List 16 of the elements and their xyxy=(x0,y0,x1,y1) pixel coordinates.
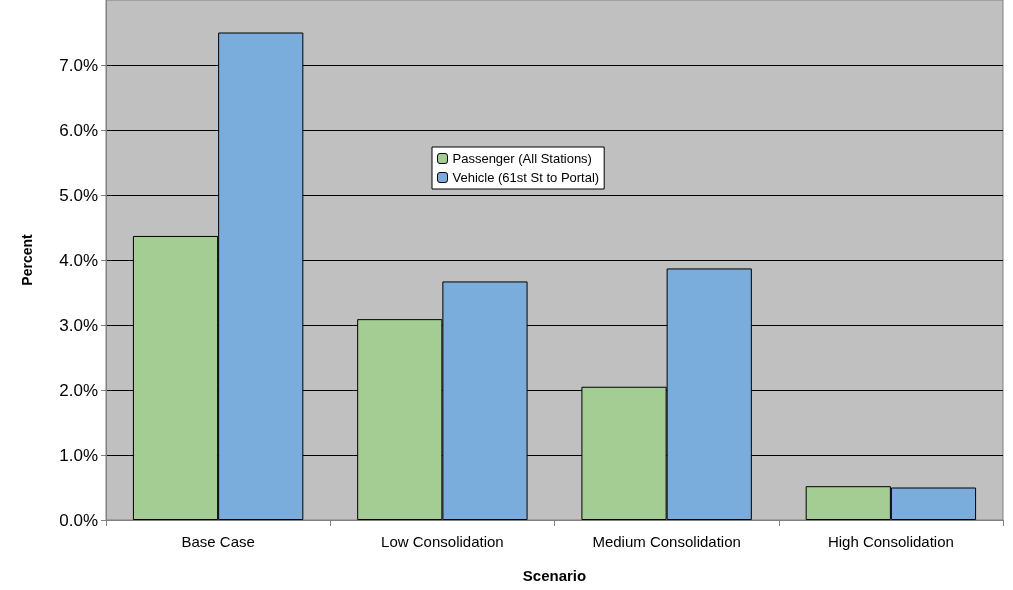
y-tick-label: 4.0% xyxy=(59,250,98,270)
x-tick-label: High Consolidation xyxy=(827,533,954,550)
x-tick-label: Medium Consolidation xyxy=(592,533,741,550)
y-tick-label: 3.0% xyxy=(59,315,98,335)
y-axis-title: Percent xyxy=(19,233,35,286)
y-tick-label: 2.0% xyxy=(59,380,98,400)
x-axis-title: Scenario xyxy=(522,567,587,584)
y-tick-label: 7.0% xyxy=(59,55,98,75)
x-tick-label: Low Consolidation xyxy=(381,533,504,550)
y-tick-label: 6.0% xyxy=(59,120,98,140)
y-tick-label: 0.0% xyxy=(59,510,98,530)
legend-label: Passenger (All Stations) xyxy=(452,151,592,166)
x-tick-label: Base Case xyxy=(181,533,255,550)
y-tick-label: 5.0% xyxy=(59,185,98,205)
y-tick-label: 1.0% xyxy=(59,445,98,465)
legend-label: Vehicle (61st St to Portal) xyxy=(452,170,600,185)
